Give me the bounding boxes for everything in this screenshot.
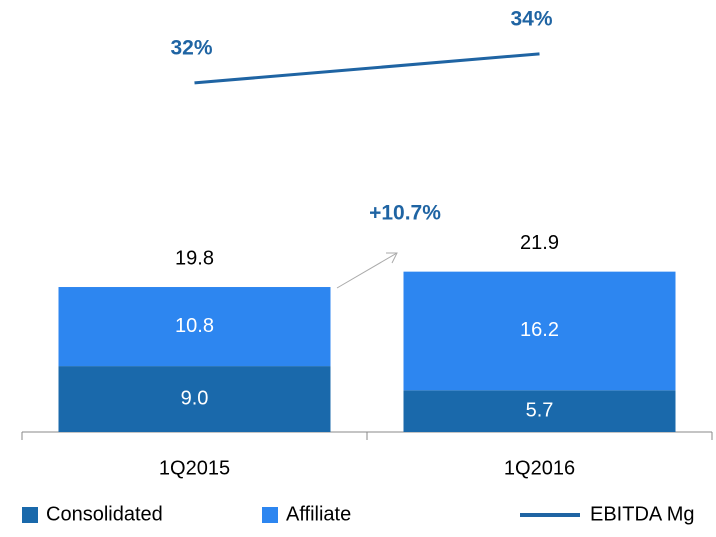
legend-swatch <box>262 507 278 523</box>
growth-arrow <box>336 252 398 289</box>
bar-segment <box>403 390 676 432</box>
line-label: 34% <box>510 7 552 30</box>
legend-label: Affiliate <box>286 503 351 525</box>
total-label: 21.9 <box>520 232 559 254</box>
x-tick-label: 1Q2015 <box>159 457 230 479</box>
line-series <box>194 52 540 85</box>
bar-label: 9.0 <box>181 387 209 409</box>
bar-label: 10.8 <box>175 315 214 337</box>
growth-arrow-head <box>386 252 398 264</box>
total-label: 19.8 <box>175 247 214 269</box>
bar-segment <box>58 366 331 432</box>
growth-annotation: +10.7% <box>369 202 441 225</box>
bar-segment <box>403 271 676 391</box>
bar-segment <box>58 287 331 367</box>
bar-label: 16.2 <box>520 319 559 341</box>
x-tick-label: 1Q2016 <box>504 457 575 479</box>
line-label: 32% <box>170 36 212 59</box>
legend-label: EBITDA Mg <box>590 503 694 525</box>
legend-swatch <box>22 507 38 523</box>
legend-label: Consolidated <box>46 503 163 525</box>
bar-label: 5.7 <box>526 399 554 421</box>
